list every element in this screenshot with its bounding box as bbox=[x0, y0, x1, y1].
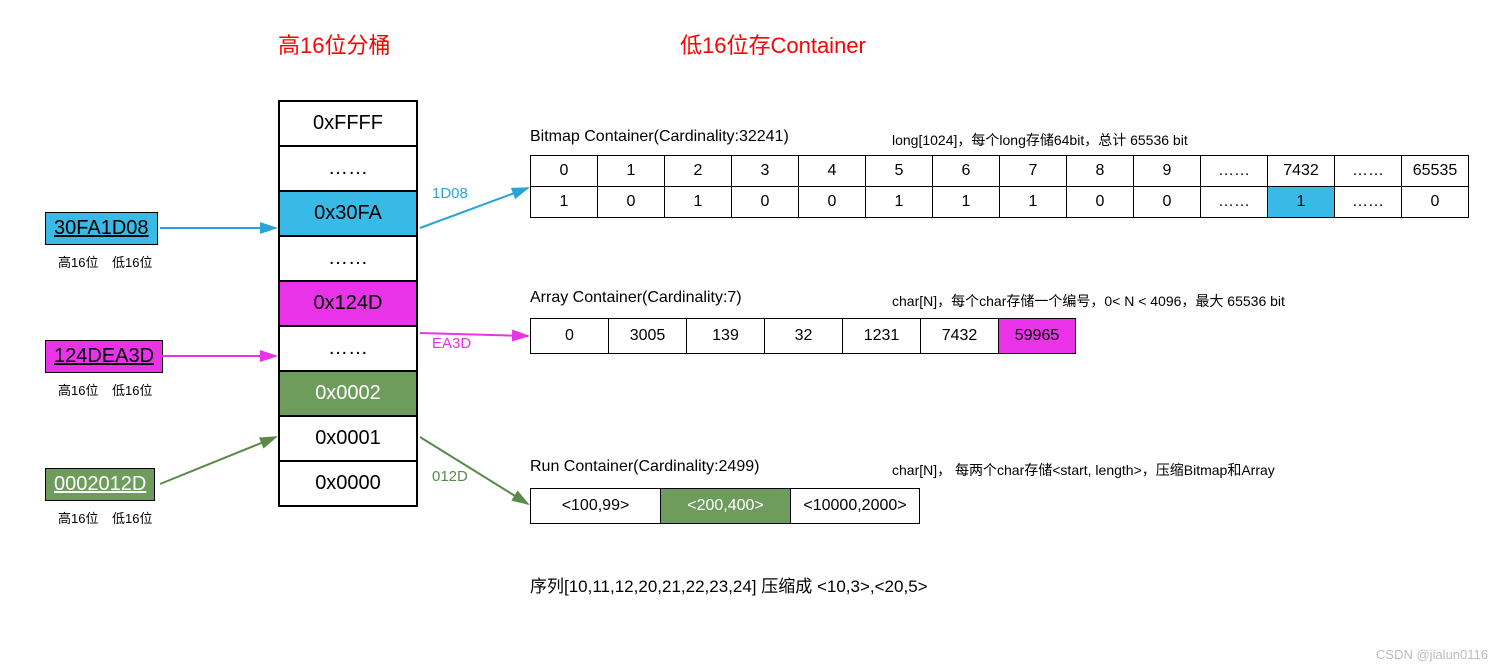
bitmap-value-6: 1 bbox=[933, 187, 1000, 218]
bucket-cell-1: …… bbox=[280, 147, 416, 192]
bitmap-header-11: 7432 bbox=[1268, 156, 1335, 187]
bucket-cell-8: 0x0000 bbox=[280, 462, 416, 505]
array-note: char[N]，每个char存储一个编号，0< N < 4096，最大 6553… bbox=[892, 291, 1285, 311]
bucket-cell-2: 0x30FA bbox=[280, 192, 416, 237]
array-cell-1: 3005 bbox=[608, 318, 686, 354]
input-hex-3-sub-right: 低16位 bbox=[112, 508, 152, 527]
bitmap-value-2: 1 bbox=[665, 187, 732, 218]
bitmap-header-3: 3 bbox=[732, 156, 799, 187]
input-hex-2-sub-right: 低16位 bbox=[112, 380, 152, 399]
array-cell-4: 1231 bbox=[842, 318, 920, 354]
bitmap-value-10: …… bbox=[1201, 187, 1268, 218]
run-note: char[N]， 每两个char存储<start, length>，压缩Bitm… bbox=[892, 460, 1275, 480]
bitmap-value-11: 1 bbox=[1268, 187, 1335, 218]
bucket-cell-3: …… bbox=[280, 237, 416, 282]
run-cell-0: <100,99> bbox=[530, 488, 660, 524]
array-title: Array Container(Cardinality:7) bbox=[530, 289, 742, 307]
bitmap-value-7: 1 bbox=[1000, 187, 1067, 218]
edge-label-2: EA3D bbox=[432, 335, 471, 352]
input-hex-3: 0002012D bbox=[45, 468, 155, 501]
arrow-in-3 bbox=[160, 437, 276, 484]
array-cell-5: 7432 bbox=[920, 318, 998, 354]
bitmap-value-0: 1 bbox=[531, 187, 598, 218]
bucket-cell-6: 0x0002 bbox=[280, 372, 416, 417]
bitmap-header-2: 2 bbox=[665, 156, 732, 187]
bitmap-header-13: 65535 bbox=[1402, 156, 1469, 187]
bitmap-value-13: 0 bbox=[1402, 187, 1469, 218]
bucket-cell-4: 0x124D bbox=[280, 282, 416, 327]
bucket-cell-5: …… bbox=[280, 327, 416, 372]
bitmap-value-12: …… bbox=[1335, 187, 1402, 218]
bitmap-header-0: 0 bbox=[531, 156, 598, 187]
bitmap-header-1: 1 bbox=[598, 156, 665, 187]
array-cell-3: 32 bbox=[764, 318, 842, 354]
input-hex-2-sub-left: 高16位 bbox=[58, 380, 98, 399]
array-row: 03005139321231743259965 bbox=[530, 318, 1076, 354]
input-hex-1: 30FA1D08 bbox=[45, 212, 158, 245]
input-hex-1-sub-right: 低16位 bbox=[112, 252, 152, 271]
bitmap-value-3: 0 bbox=[732, 187, 799, 218]
bitmap-header-7: 7 bbox=[1000, 156, 1067, 187]
bitmap-table: 0123456789……7432……655351010011100……1……0 bbox=[530, 155, 1469, 218]
bitmap-header-6: 6 bbox=[933, 156, 1000, 187]
input-hex-1-sub-left: 高16位 bbox=[58, 252, 98, 271]
bitmap-title: Bitmap Container(Cardinality:32241) bbox=[530, 128, 789, 146]
right-title: 低16位存Container bbox=[680, 28, 866, 60]
input-hex-2: 124DEA3D bbox=[45, 340, 163, 373]
bitmap-note: long[1024]，每个long存储64bit，总计 65536 bit bbox=[892, 130, 1188, 150]
run-title: Run Container(Cardinality:2499) bbox=[530, 458, 759, 476]
array-cell-6: 59965 bbox=[998, 318, 1076, 354]
bucket-column: 0xFFFF……0x30FA……0x124D……0x00020x00010x00… bbox=[278, 100, 418, 507]
bitmap-value-9: 0 bbox=[1134, 187, 1201, 218]
bitmap-header-5: 5 bbox=[866, 156, 933, 187]
bitmap-value-8: 0 bbox=[1067, 187, 1134, 218]
bitmap-header-4: 4 bbox=[799, 156, 866, 187]
run-example: 序列[10,11,12,20,21,22,23,24] 压缩成 <10,3>,<… bbox=[530, 572, 928, 597]
bitmap-value-5: 1 bbox=[866, 187, 933, 218]
left-title: 高16位分桶 bbox=[278, 28, 390, 60]
bitmap-value-4: 0 bbox=[799, 187, 866, 218]
run-cell-2: <10000,2000> bbox=[790, 488, 920, 524]
array-cell-2: 139 bbox=[686, 318, 764, 354]
bitmap-header-10: …… bbox=[1201, 156, 1268, 187]
bitmap-header-9: 9 bbox=[1134, 156, 1201, 187]
array-cell-0: 0 bbox=[530, 318, 608, 354]
bitmap-value-1: 0 bbox=[598, 187, 665, 218]
edge-label-1: 1D08 bbox=[432, 185, 468, 202]
run-cell-1: <200,400> bbox=[660, 488, 790, 524]
bucket-cell-7: 0x0001 bbox=[280, 417, 416, 462]
bitmap-header-12: …… bbox=[1335, 156, 1402, 187]
run-row: <100,99><200,400><10000,2000> bbox=[530, 488, 920, 524]
edge-label-3: 012D bbox=[432, 468, 468, 485]
watermark: CSDN @jialun0116 bbox=[1376, 647, 1488, 662]
bitmap-header-8: 8 bbox=[1067, 156, 1134, 187]
input-hex-3-sub-left: 高16位 bbox=[58, 508, 98, 527]
bucket-cell-0: 0xFFFF bbox=[280, 102, 416, 147]
